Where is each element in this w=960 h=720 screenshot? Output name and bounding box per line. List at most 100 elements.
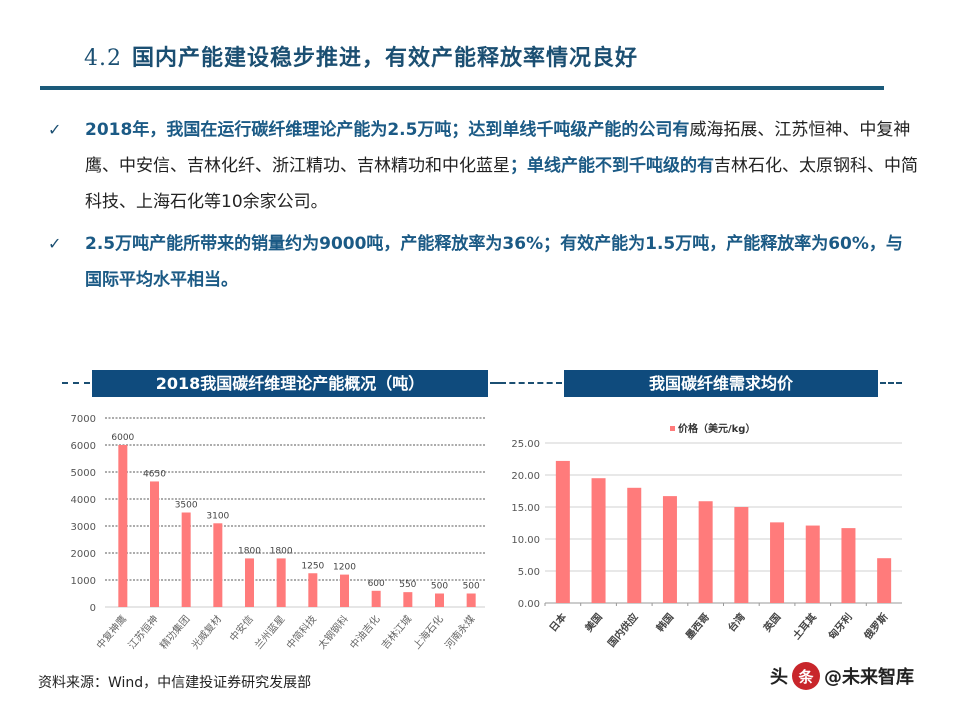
chart2-title-banner: 我国碳纤维需求均价 (564, 370, 878, 397)
y-tick-label: 3000 (71, 522, 96, 533)
data-label: 6000 (111, 433, 134, 443)
data-label: 3100 (206, 511, 229, 521)
bullet-text-bold: 2018年，我国在运行碳纤维理论产能为2.5万吨；达到单线千吨级产能的公司有 (85, 120, 690, 140)
x-category-label: 兰州蓝星 (252, 613, 288, 652)
bullet-text: 2.5万吨产能所带来的销量约为9000吨，产能释放率为36%；有效产能为1.5万… (85, 226, 918, 298)
data-label: 1250 (301, 561, 324, 571)
bar (181, 512, 191, 607)
x-category-label: 俄罗斯 (861, 611, 891, 643)
x-category-label: 中复神鹰 (93, 613, 129, 652)
y-tick-label: 7000 (71, 414, 96, 425)
check-icon: ✓ (48, 234, 62, 253)
x-category-label: 中简科技 (283, 613, 319, 652)
x-category-label: 韩国 (653, 611, 676, 635)
x-category-label: 墨西哥 (683, 611, 711, 642)
y-tick-label: 0.00 (518, 599, 540, 610)
data-label: 3500 (175, 501, 198, 511)
chart-banners: 2018我国碳纤维理论产能概况（吨） 我国碳纤维需求均价 (0, 370, 960, 397)
bar (245, 558, 254, 607)
title-divider (40, 86, 884, 90)
y-tick-label: 15.00 (511, 503, 540, 514)
bar (340, 574, 349, 607)
bar (435, 593, 444, 607)
watermark-prefix: 头 (770, 667, 788, 688)
bullet-text: 2018年，我国在运行碳纤维理论产能为2.5万吨；达到单线千吨级产能的公司有威海… (85, 112, 918, 220)
data-label: 4650 (143, 469, 166, 479)
x-category-label: 日本 (546, 610, 569, 634)
x-category-label: 上海石化 (410, 613, 446, 652)
y-tick-label: 25.00 (511, 439, 540, 450)
section-title: 国内产能建设稳步推进，有效产能释放率情况良好 (132, 45, 639, 71)
legend-swatch (670, 426, 675, 431)
bar (118, 445, 128, 607)
data-label: 500 (463, 582, 480, 592)
bar (150, 481, 159, 607)
x-category-label: 精功集团 (157, 613, 193, 652)
bar (841, 528, 856, 603)
check-icon: ✓ (48, 120, 62, 139)
bar (734, 507, 749, 603)
x-category-label: 河南永煤 (442, 613, 478, 652)
y-tick-label: 2000 (71, 549, 96, 560)
banner-dash-left (62, 382, 90, 384)
watermark-seal-icon: 条 (792, 662, 820, 690)
data-label: 500 (431, 582, 448, 592)
bar (213, 523, 223, 607)
bar (403, 592, 413, 607)
bar (371, 590, 381, 607)
source-note: 资料来源：Wind，中信建投证券研究发展部 (38, 675, 312, 691)
legend-label: 价格（美元/kg） (678, 422, 755, 435)
y-tick-label: 4000 (71, 495, 96, 506)
bullet-text-bold: 2.5万吨产能所带来的销量约为9000吨，产能释放率为36%；有效产能为1.5万… (85, 234, 903, 290)
data-label: 1800 (270, 546, 293, 556)
x-category-label: 光威复材 (188, 613, 224, 652)
bar (770, 522, 785, 603)
data-label: 1200 (333, 563, 356, 573)
banner-dash-right (880, 382, 902, 384)
x-category-label: 土耳其 (790, 611, 819, 642)
section-number: 4.2 (84, 46, 122, 71)
bullet-text-normal: 吉林石化、太原钢科、中简科技、上海石化等10余家公司。 (85, 156, 918, 212)
bullet-text-normal: 威海拓展、江苏恒神、中复神鹰、中安信、吉林化纤、浙江精功、吉林精功和中化蓝星 (85, 120, 911, 176)
y-tick-label: 20.00 (511, 471, 540, 482)
bullet-item-2: ✓ 2.5万吨产能所带来的销量约为9000吨，产能释放率为36%；有效产能为1.… (48, 226, 918, 298)
bullet-text-bold: ；单线产能不到千吨级的有 (510, 156, 714, 176)
x-category-label: 美国 (582, 611, 605, 635)
bar (276, 558, 286, 607)
bar (308, 573, 318, 607)
bar (591, 478, 606, 603)
capacity-bar-chart: 0 1000 2000 3000 4000 5000 6000 7000 6000 中复神鹰 465… (71, 414, 485, 652)
y-tick-label: 1000 (71, 576, 96, 587)
data-label: 550 (399, 580, 416, 590)
x-category-label: 匈牙利 (826, 611, 855, 642)
price-bar-chart: 价格（美元/kg） 0.00 5.00 10.00 15.00 20.00 25.00 日本美… (511, 422, 902, 650)
x-category-label: 中安信 (227, 613, 256, 644)
x-category-label: 英国 (760, 611, 783, 635)
x-category-label: 中油吉化 (347, 613, 383, 652)
bar (466, 593, 476, 607)
x-category-label: 国内供应 (605, 611, 641, 650)
chart1-title-banner: 2018我国碳纤维理论产能概况（吨） (92, 370, 488, 397)
bar (662, 496, 677, 603)
x-category-label: 太钢钢科 (315, 613, 351, 652)
page-title: 4.2 国内产能建设稳步推进，有效产能释放率情况良好 (84, 40, 638, 72)
y-tick-label: 6000 (71, 441, 96, 452)
banner-dash-mid-2 (500, 382, 562, 384)
y-tick-label: 10.00 (511, 535, 540, 546)
data-label: 1800 (238, 546, 261, 556)
y-tick-label: 5000 (71, 468, 96, 479)
bullet-item-1: ✓ 2018年，我国在运行碳纤维理论产能为2.5万吨；达到单线千吨级产能的公司有… (48, 112, 918, 220)
watermark: 头 条 @未来智库 (770, 662, 914, 690)
bar (698, 501, 713, 603)
data-label: 600 (368, 579, 385, 589)
y-tick-label: 5.00 (518, 567, 540, 578)
x-category-label: 台湾 (725, 611, 748, 635)
banner-dash-mid-1 (490, 382, 500, 384)
bar (627, 487, 642, 603)
x-category-label: 江苏恒神 (125, 613, 161, 652)
bar (877, 558, 892, 603)
watermark-text: @未来智库 (824, 667, 914, 688)
y-tick-label: 0 (90, 603, 96, 614)
bar (805, 525, 820, 603)
x-category-label: 吉林江城 (378, 613, 414, 652)
